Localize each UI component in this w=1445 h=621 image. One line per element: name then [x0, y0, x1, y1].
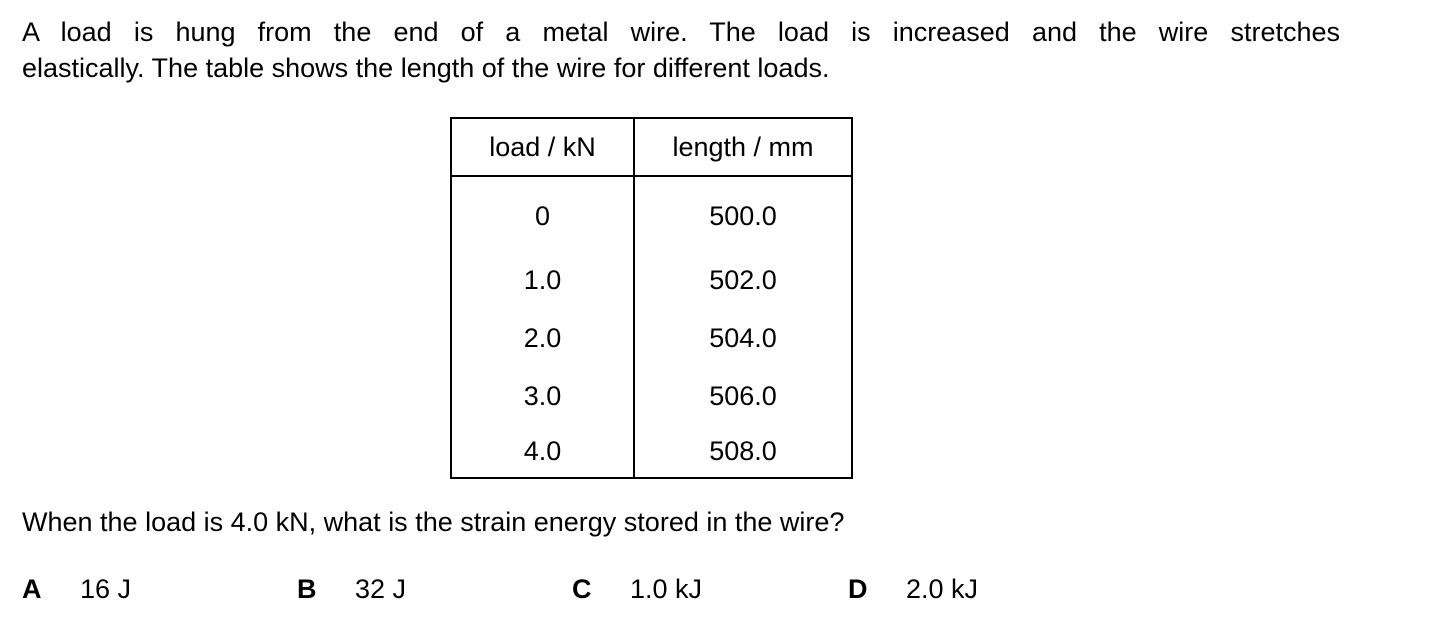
length-cell: 500.0 — [633, 176, 853, 251]
table-header-row: load / kN length / mm — [450, 117, 853, 177]
question-text: When the load is 4.0 kN, what is the str… — [22, 507, 845, 537]
load-length-table: load / kN length / mm 0 500.0 1.0 502.0 … — [450, 117, 853, 479]
option-letter: D — [848, 574, 868, 604]
load-cell: 2.0 — [450, 309, 635, 367]
load-cell: 3.0 — [450, 367, 635, 425]
option-b[interactable]: B 32 J — [297, 572, 406, 606]
load-cell: 0 — [450, 176, 635, 251]
option-c[interactable]: C 1.0 kJ — [572, 572, 702, 606]
length-cell: 502.0 — [633, 251, 853, 309]
option-a[interactable]: A 16 J — [22, 572, 131, 606]
load-cell: 4.0 — [450, 425, 635, 479]
table-row: 4.0 508.0 — [450, 425, 853, 479]
table-row: 0 500.0 — [450, 176, 853, 251]
option-d[interactable]: D 2.0 kJ — [848, 572, 978, 606]
intro-line-2: elastically. The table shows the length … — [22, 53, 830, 83]
option-letter: B — [297, 574, 317, 604]
question-intro: A load is hung from the end of a metal w… — [22, 14, 1340, 86]
table-row: 3.0 506.0 — [450, 367, 853, 425]
length-cell: 506.0 — [633, 367, 853, 425]
table-row: 2.0 504.0 — [450, 309, 853, 367]
option-letter: A — [22, 574, 42, 604]
option-text: 32 J — [355, 574, 407, 604]
length-cell: 508.0 — [633, 425, 853, 479]
header-load: load / kN — [450, 117, 635, 177]
table-row: 1.0 502.0 — [450, 251, 853, 309]
load-cell: 1.0 — [450, 251, 635, 309]
option-text: 2.0 kJ — [906, 574, 979, 604]
answer-options: A 16 J B 32 J C 1.0 kJ D 2.0 kJ — [22, 572, 1122, 606]
header-length: length / mm — [633, 117, 853, 177]
length-cell: 504.0 — [633, 309, 853, 367]
option-text: 16 J — [80, 574, 132, 604]
option-letter: C — [572, 574, 592, 604]
option-text: 1.0 kJ — [630, 574, 703, 604]
intro-line-1: A load is hung from the end of a metal w… — [22, 17, 1340, 47]
